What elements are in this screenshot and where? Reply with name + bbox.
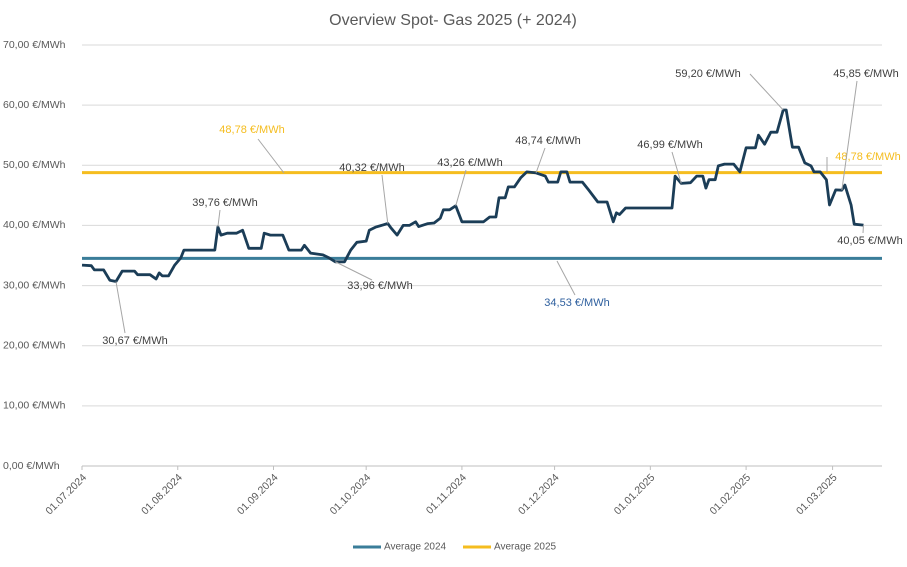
- y-tick-label: 20,00 €/MWh: [3, 339, 66, 351]
- annotation-label: 43,26 €/MWh: [437, 157, 502, 169]
- x-tick-label: 01.11.2024: [424, 471, 469, 516]
- legend-label: Average 2024: [384, 542, 447, 553]
- leader-line: [115, 281, 126, 334]
- leader-line: [841, 80, 858, 191]
- annotation-label: 33,96 €/MWh: [347, 280, 412, 292]
- y-tick-label: 70,00 €/MWh: [3, 39, 66, 51]
- average-label: 48,78 €/MWh: [219, 124, 284, 136]
- annotation-label: 46,99 €/MWh: [637, 139, 702, 151]
- leader-line: [455, 169, 467, 206]
- y-tick-label: 50,00 €/MWh: [3, 159, 66, 171]
- annotation-label: 48,74 €/MWh: [515, 135, 580, 147]
- annotation-label: 39,76 €/MWh: [192, 197, 257, 209]
- chart-title: Overview Spot- Gas 2025 (+ 2024): [329, 12, 577, 29]
- leader-line: [381, 174, 389, 224]
- annotation-label: 59,20 €/MWh: [675, 68, 740, 80]
- annotation-label: 40,05 €/MWh: [837, 235, 902, 247]
- leader-line: [257, 138, 285, 174]
- x-tick-label: 01.02.2025: [708, 471, 754, 517]
- y-tick-label: 0,00 €/MWh: [3, 460, 60, 472]
- y-tick-label: 40,00 €/MWh: [3, 219, 66, 231]
- leader-line: [671, 151, 682, 184]
- average-label: 48,78 €/MWh: [835, 151, 900, 163]
- legend-label: Average 2025: [494, 542, 557, 553]
- annotation-label: 45,85 €/MWh: [833, 68, 898, 80]
- x-tick-label: 01.08.2024: [139, 471, 185, 517]
- y-tick-label: 10,00 €/MWh: [3, 400, 66, 412]
- leader-line: [217, 209, 221, 227]
- leader-line: [749, 73, 784, 111]
- leader-line: [335, 261, 373, 281]
- leader-line: [556, 260, 576, 296]
- y-tick-label: 30,00 €/MWh: [3, 279, 66, 291]
- annotation-label: 40,32 €/MWh: [339, 162, 404, 174]
- x-tick-label: 01.09.2024: [235, 471, 281, 517]
- price-line: [81, 108, 864, 283]
- x-tick-label: 01.12.2024: [516, 471, 562, 517]
- average-label: 34,53 €/MWh: [544, 297, 609, 309]
- x-tick-label: 01.10.2024: [328, 471, 374, 517]
- x-tick-label: 01.01.2025: [612, 471, 658, 517]
- x-tick-label: 01.03.2025: [794, 471, 840, 517]
- leader-line: [535, 147, 546, 174]
- y-tick-label: 60,00 €/MWh: [3, 99, 66, 111]
- annotation-label: 30,67 €/MWh: [102, 335, 167, 347]
- x-tick-label: 01.07.2024: [43, 471, 89, 517]
